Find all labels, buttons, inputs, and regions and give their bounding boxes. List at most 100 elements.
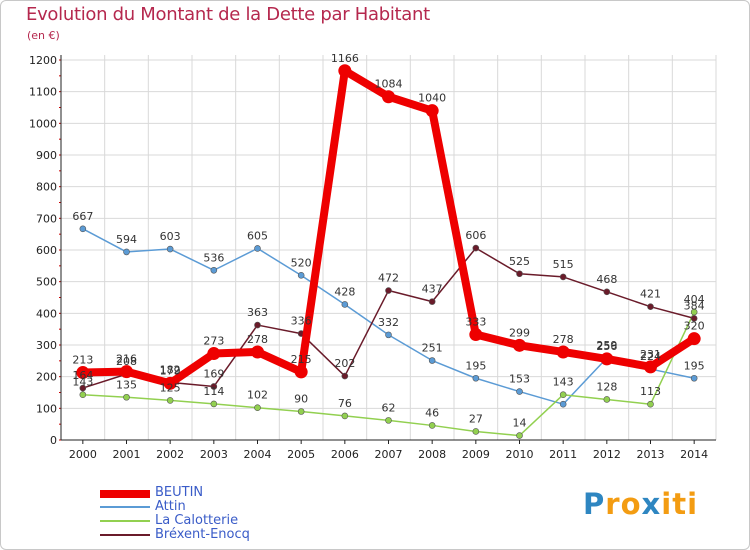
y-tick-label: 1200	[29, 54, 57, 67]
data-point	[210, 266, 218, 274]
data-label: 62	[382, 401, 396, 414]
data-point	[163, 376, 177, 390]
data-point	[559, 273, 567, 281]
data-point	[472, 428, 480, 435]
data-point	[341, 301, 349, 308]
data-label: 278	[553, 333, 574, 346]
data-label: 195	[465, 359, 486, 372]
legend-item-la-calotterie: La Calotterie	[100, 513, 400, 528]
data-point	[385, 287, 392, 294]
data-point	[469, 328, 483, 342]
data-point	[79, 384, 87, 392]
y-tick-label: 200	[36, 371, 57, 384]
data-label: 46	[425, 406, 439, 419]
data-label: 14	[513, 417, 527, 430]
data-point	[338, 64, 352, 78]
data-point	[79, 391, 87, 399]
data-label: 164	[72, 369, 93, 382]
data-label: 428	[334, 285, 355, 298]
data-point	[166, 397, 174, 404]
data-point	[556, 345, 570, 359]
logo-letter: o	[620, 487, 642, 521]
data-point	[513, 338, 526, 352]
y-tick-label: 500	[36, 276, 57, 289]
data-label: 332	[378, 316, 399, 329]
data-label: 536	[203, 251, 224, 264]
x-tick-label: 2005	[287, 448, 315, 461]
legend-label: La Calotterie	[155, 513, 239, 528]
logo-letter: t	[672, 487, 688, 521]
x-tick-label: 2002	[156, 448, 184, 461]
data-label: 1040	[418, 92, 446, 105]
line-chart: 0 100 200 300 400 500 600 700 800 900 1000 1100 1200…	[29, 52, 717, 461]
data-label: 216	[116, 353, 137, 366]
data-point	[341, 412, 349, 420]
data-label: 472	[378, 272, 399, 285]
x-tick-label: 2000	[69, 448, 97, 461]
y-tick-label: 800	[36, 181, 57, 194]
x-tick-label: 2008	[418, 448, 446, 461]
y-tick-label: 700	[36, 212, 57, 225]
data-label: 90	[294, 393, 308, 406]
legend-item-attin: Attin	[100, 499, 400, 514]
data-label: 273	[203, 335, 224, 348]
data-point	[210, 400, 218, 408]
data-point	[385, 331, 392, 339]
data-label: 224	[640, 350, 661, 363]
y-tick-label: 100	[36, 402, 57, 415]
x-tick-label: 2012	[593, 448, 621, 461]
legend-swatch	[100, 506, 150, 508]
data-label: 182	[160, 363, 181, 376]
data-label: 251	[422, 342, 443, 355]
legend: BEUTIN Attin La Calotterie Bréxent-Enocq	[100, 485, 400, 542]
data-label: 102	[247, 389, 268, 402]
data-label: 169	[203, 367, 224, 380]
data-point	[254, 245, 261, 252]
proxiti-logo: Proxiti	[583, 487, 698, 521]
data-point	[428, 422, 436, 429]
data-point	[472, 374, 480, 382]
legend-label: Attin	[155, 499, 186, 514]
x-tick-label: 2009	[462, 448, 490, 461]
legend-label: Bréxent-Enocq	[155, 527, 250, 542]
data-point	[690, 315, 698, 322]
data-label: 515	[553, 258, 574, 271]
y-tick-label: 900	[36, 149, 57, 162]
data-point	[123, 393, 130, 401]
data-point	[516, 270, 523, 278]
data-point	[425, 104, 439, 118]
data-label: 215	[291, 353, 312, 366]
data-point	[254, 321, 261, 329]
data-point	[123, 248, 130, 256]
data-point	[690, 374, 698, 382]
data-label: 333	[465, 316, 486, 329]
data-label: 202	[334, 357, 355, 370]
data-label: 1166	[331, 52, 359, 65]
data-point	[647, 400, 654, 408]
data-point	[603, 288, 611, 296]
data-point	[428, 357, 436, 364]
data-label: 404	[684, 293, 705, 306]
y-tick-label: 400	[36, 307, 57, 320]
data-label: 76	[338, 397, 352, 410]
data-point	[251, 345, 264, 359]
chart-unit: (en €)	[27, 29, 60, 42]
x-tick-label: 2011	[549, 448, 577, 461]
logo-letter: r	[605, 487, 621, 521]
data-point	[472, 244, 480, 252]
data-point	[297, 272, 305, 279]
data-point	[428, 298, 436, 305]
chart-title: Evolution du Montant de la Dette par Hab…	[26, 4, 430, 25]
data-point	[210, 383, 218, 390]
data-label: 195	[684, 359, 705, 372]
data-label: 153	[509, 373, 530, 386]
legend-swatch	[100, 490, 150, 498]
x-tick-label: 2010	[506, 448, 534, 461]
data-point	[644, 360, 657, 374]
data-point	[690, 308, 698, 316]
data-label: 606	[465, 229, 486, 242]
data-point	[79, 225, 87, 233]
data-point	[341, 372, 349, 380]
data-point	[559, 400, 567, 408]
data-point	[385, 417, 392, 424]
